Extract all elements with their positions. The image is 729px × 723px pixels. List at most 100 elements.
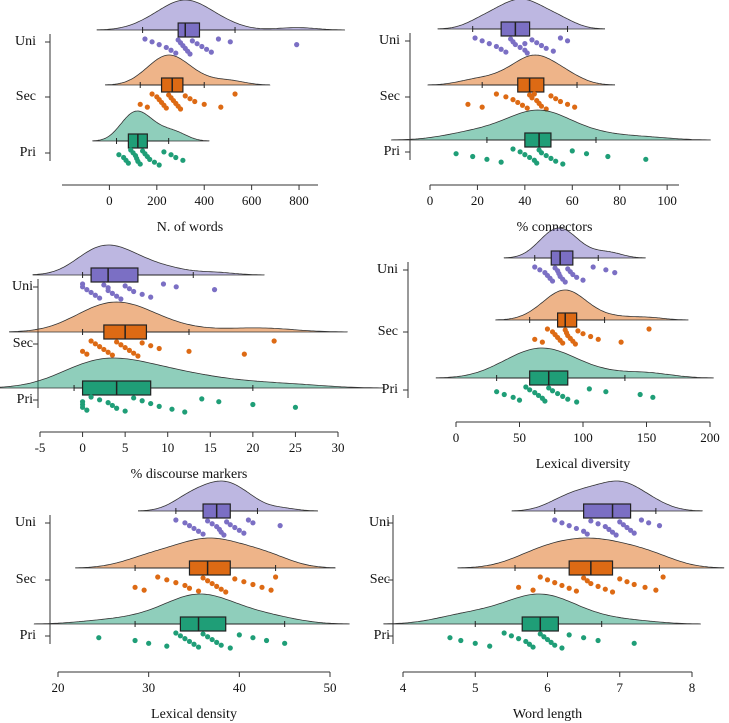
box bbox=[179, 616, 227, 632]
data-point bbox=[646, 326, 652, 332]
x-tick-label: 25 bbox=[289, 440, 302, 455]
x-tick-label: 4 bbox=[400, 680, 407, 695]
y-tick-label: Sec bbox=[370, 572, 390, 587]
data-point bbox=[526, 641, 533, 647]
data-point bbox=[84, 407, 90, 413]
data-point bbox=[487, 643, 493, 649]
data-point bbox=[510, 97, 516, 103]
data-point bbox=[602, 586, 608, 592]
data-point bbox=[501, 391, 507, 398]
x-tick-label: 6 bbox=[544, 680, 551, 695]
density-cloud bbox=[75, 537, 336, 569]
data-point bbox=[530, 644, 536, 650]
data-point bbox=[189, 38, 195, 44]
density-cloud bbox=[9, 301, 348, 333]
data-point bbox=[218, 586, 224, 592]
data-point bbox=[543, 152, 549, 159]
data-point bbox=[215, 36, 222, 42]
data-point bbox=[168, 152, 174, 158]
data-point bbox=[271, 338, 277, 344]
data-point bbox=[517, 149, 523, 155]
data-point bbox=[191, 525, 197, 532]
data-point bbox=[208, 49, 214, 55]
data-point bbox=[642, 584, 648, 590]
data-point bbox=[534, 160, 540, 166]
y-tick-label: Sec bbox=[16, 89, 36, 104]
data-point bbox=[453, 151, 459, 157]
x-tick-label: 400 bbox=[194, 193, 214, 208]
box bbox=[524, 132, 552, 148]
data-point bbox=[606, 526, 612, 532]
data-point bbox=[109, 290, 115, 296]
data-point bbox=[200, 531, 206, 537]
data-point bbox=[620, 522, 626, 528]
data-point bbox=[584, 531, 590, 537]
data-point bbox=[538, 103, 545, 109]
data-point bbox=[557, 35, 564, 41]
data-point bbox=[209, 580, 215, 587]
data-point bbox=[650, 394, 656, 400]
data-point bbox=[187, 51, 193, 57]
data-point bbox=[530, 587, 536, 593]
data-point bbox=[631, 530, 637, 536]
data-point bbox=[232, 91, 238, 97]
data-point bbox=[250, 401, 256, 408]
data-point bbox=[200, 575, 206, 581]
data-point bbox=[139, 291, 145, 297]
data-point bbox=[79, 348, 86, 354]
data-point bbox=[122, 283, 128, 289]
y-tick-label: Uni bbox=[377, 262, 398, 277]
data-point bbox=[479, 104, 485, 110]
density-cloud bbox=[427, 54, 616, 86]
x-tick-label: 15 bbox=[204, 440, 217, 455]
data-point bbox=[250, 635, 256, 641]
x-axis-label: N. of words bbox=[157, 220, 224, 235]
x-tick-label: 30 bbox=[142, 680, 155, 695]
box bbox=[90, 267, 139, 283]
data-point bbox=[637, 391, 643, 398]
data-point bbox=[465, 101, 471, 107]
data-point bbox=[484, 156, 490, 162]
x-tick-label: 0 bbox=[79, 440, 86, 455]
data-point bbox=[199, 43, 205, 50]
x-tick-label: -5 bbox=[35, 440, 46, 455]
data-point bbox=[595, 336, 601, 342]
data-point bbox=[555, 390, 561, 397]
density-cloud bbox=[435, 347, 714, 379]
data-point bbox=[570, 271, 576, 278]
x-tick-label: 20 bbox=[246, 440, 259, 455]
data-point bbox=[458, 637, 464, 644]
density-cloud bbox=[96, 0, 346, 31]
data-point bbox=[617, 519, 623, 525]
data-point bbox=[548, 93, 554, 99]
data-point bbox=[155, 574, 161, 580]
data-point bbox=[146, 640, 152, 646]
data-point bbox=[144, 104, 150, 110]
density-cloud bbox=[92, 110, 210, 142]
data-point bbox=[137, 101, 143, 107]
data-point bbox=[109, 352, 115, 358]
data-point bbox=[653, 587, 659, 593]
x-tick-label: 7 bbox=[617, 680, 624, 695]
data-point bbox=[218, 104, 224, 110]
data-point bbox=[572, 104, 578, 110]
x-tick-label: 10 bbox=[161, 440, 174, 455]
data-point bbox=[186, 348, 192, 354]
density-cloud bbox=[511, 480, 703, 512]
data-point bbox=[544, 636, 551, 643]
data-point bbox=[603, 389, 609, 395]
data-point bbox=[187, 96, 193, 102]
data-point bbox=[602, 523, 608, 530]
data-point bbox=[148, 343, 154, 349]
data-point bbox=[223, 589, 229, 595]
data-point bbox=[173, 580, 179, 586]
y-tick-label: Pri bbox=[20, 628, 36, 643]
data-point bbox=[250, 581, 256, 588]
data-point bbox=[224, 519, 230, 525]
data-point bbox=[516, 636, 522, 642]
density-cloud bbox=[33, 593, 350, 625]
data-point bbox=[236, 527, 242, 533]
data-point bbox=[631, 581, 637, 588]
data-point bbox=[541, 634, 547, 640]
